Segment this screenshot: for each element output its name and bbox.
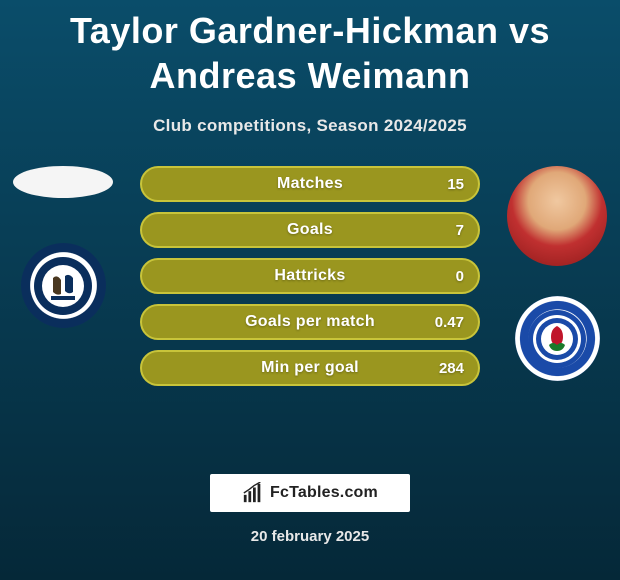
footer-date: 20 february 2025 (0, 528, 620, 545)
stats-column: Matches 15 Goals 7 Hattricks 0 Goals per… (140, 166, 480, 396)
stat-label: Goals (287, 221, 333, 239)
comparison-area: Matches 15 Goals 7 Hattricks 0 Goals per… (0, 166, 620, 426)
footer-brand-text: FcTables.com (270, 484, 378, 502)
club-badge-left (21, 243, 106, 328)
stat-row-goals: Goals 7 (140, 212, 480, 248)
player-right-column (502, 166, 612, 381)
stat-label: Hattricks (274, 267, 345, 285)
page-title: Taylor Gardner-Hickman vs Andreas Weiman… (0, 0, 620, 98)
player-right-photo (507, 166, 607, 266)
player-left-photo (13, 166, 113, 198)
stat-right-value: 0 (456, 268, 464, 285)
stat-label: Goals per match (245, 313, 375, 331)
stat-right-value: 284 (439, 360, 464, 377)
footer-brand-logo: FcTables.com (210, 474, 410, 512)
stat-row-goals-per-match: Goals per match 0.47 (140, 304, 480, 340)
chart-icon (242, 482, 264, 504)
stat-row-min-per-goal: Min per goal 284 (140, 350, 480, 386)
stat-label: Matches (277, 175, 343, 193)
stat-right-value: 0.47 (435, 314, 464, 331)
subtitle: Club competitions, Season 2024/2025 (0, 116, 620, 136)
stat-right-value: 15 (447, 176, 464, 193)
stat-row-matches: Matches 15 (140, 166, 480, 202)
stat-label: Min per goal (261, 359, 359, 377)
stat-row-hattricks: Hattricks 0 (140, 258, 480, 294)
stat-right-value: 7 (456, 222, 464, 239)
player-left-column (8, 166, 118, 328)
club-badge-right (515, 296, 600, 381)
